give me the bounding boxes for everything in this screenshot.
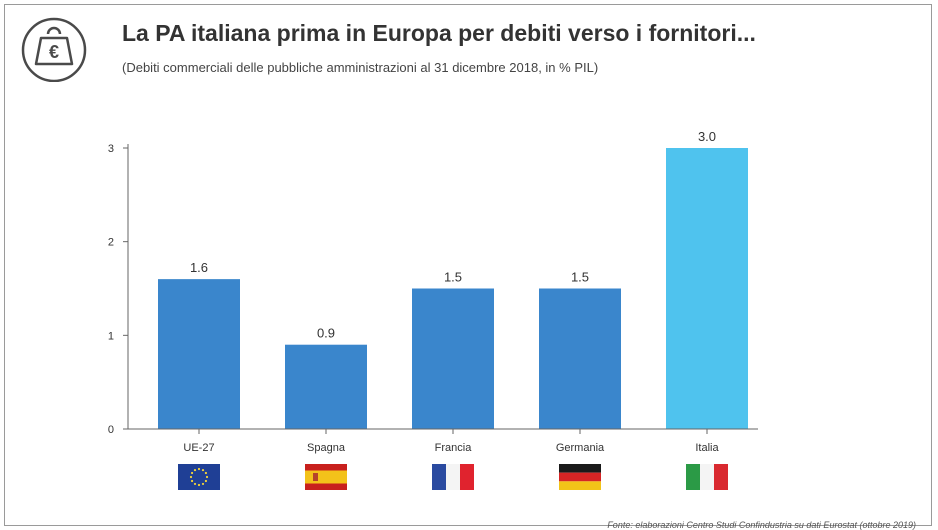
bar-francia [412, 288, 494, 429]
eu-flag-icon [178, 464, 220, 490]
category-label: Italia [695, 442, 719, 454]
chart-frame [4, 4, 932, 526]
svg-text:€: € [49, 42, 59, 62]
value-label: 1.6 [190, 260, 208, 275]
chart-subtitle: (Debiti commerciali delle pubbliche ammi… [122, 60, 599, 75]
euro-weight-icon: € [21, 17, 87, 82]
germany-flag-icon [559, 464, 601, 490]
spain-flag-icon [305, 464, 347, 490]
bar-ue-27 [158, 279, 240, 429]
value-label: 1.5 [444, 270, 462, 285]
value-label: 1.5 [571, 270, 589, 285]
bar-spagna [285, 344, 367, 429]
value-label: 3.0 [698, 129, 716, 144]
y-tick-label: 0 [108, 424, 114, 436]
category-label: UE-27 [183, 442, 214, 454]
bar-italia [666, 148, 748, 429]
y-tick-label: 2 [108, 237, 114, 249]
chart-title: La PA italiana prima in Europa per debit… [122, 20, 756, 46]
category-label: Spagna [307, 442, 346, 454]
italy-flag-icon [686, 464, 728, 490]
bar-germania [539, 288, 621, 429]
y-tick-label: 1 [108, 330, 114, 342]
category-label: Francia [435, 442, 473, 454]
y-tick-label: 3 [108, 143, 114, 155]
france-flag-icon [432, 464, 474, 490]
category-label: Germania [556, 442, 605, 454]
value-label: 0.9 [317, 326, 335, 341]
source-note: Fonte: elaborazioni Centro Studi Confind… [607, 520, 916, 530]
